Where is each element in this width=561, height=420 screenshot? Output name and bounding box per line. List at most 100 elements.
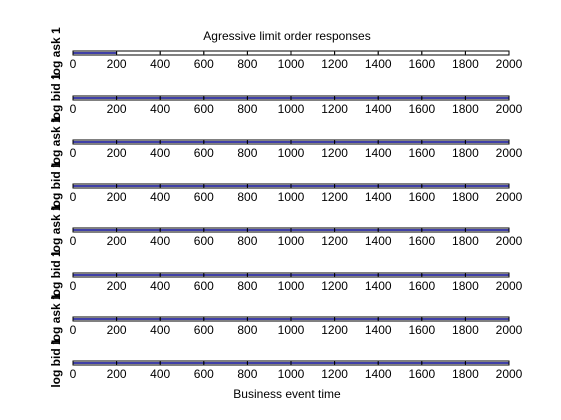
x-tick-label-6-9: 1800: [452, 279, 479, 293]
x-tick-label-4-4: 800: [237, 190, 257, 204]
x-tick-label-1-0: 0: [70, 57, 77, 71]
x-tick-label-2-9: 1800: [452, 102, 479, 116]
x-tick-label-2-2: 400: [150, 102, 170, 116]
x-tick-label-2-10: 2000: [496, 102, 523, 116]
x-tick-label-1-6: 1200: [321, 57, 348, 71]
x-axis-label: Business event time: [233, 387, 341, 401]
y-axis-label-7: log ask 1: [49, 293, 63, 345]
x-tick-label-7-7: 1400: [365, 323, 392, 337]
x-tick-label-3-0: 0: [70, 146, 77, 160]
x-tick-label-3-9: 1800: [452, 146, 479, 160]
x-tick-label-5-9: 1800: [452, 234, 479, 248]
x-tick-label-3-6: 1200: [321, 146, 348, 160]
y-axis-label-5: log ask 1: [49, 204, 63, 256]
x-tick-label-4-2: 400: [150, 190, 170, 204]
x-tick-label-7-6: 1200: [321, 323, 348, 337]
x-tick-label-1-10: 2000: [496, 57, 523, 71]
x-tick-label-8-4: 800: [237, 367, 257, 381]
panel-8: 0 200 400 600 800 1000 1200 1400 1600 1800 2000 log…: [49, 338, 523, 388]
x-tick-label-2-1: 200: [107, 102, 127, 116]
x-tick-label-5-10: 2000: [496, 234, 523, 248]
x-tick-label-6-6: 1200: [321, 279, 348, 293]
x-tick-label-8-9: 1800: [452, 367, 479, 381]
x-tick-label-3-4: 800: [237, 146, 257, 160]
panels: 0 200 400 600 800 1000 1200 1400 1600 1800 2000log…: [49, 27, 523, 388]
x-tick-label-7-4: 800: [237, 323, 257, 337]
x-tick-label-4-3: 600: [194, 190, 214, 204]
x-tick-label-4-8: 1600: [408, 190, 435, 204]
x-tick-label-8-5: 1000: [278, 367, 305, 381]
x-tick-label-4-1: 200: [107, 190, 127, 204]
x-tick-label-2-4: 800: [237, 102, 257, 116]
x-tick-label-5-2: 400: [150, 234, 170, 248]
chart-title: Agressive limit order responses: [203, 29, 370, 43]
x-tick-label-8-10: 2000: [496, 367, 523, 381]
x-tick-label-2-0: 0: [70, 102, 77, 116]
x-tick-label-7-8: 1600: [408, 323, 435, 337]
panel-6: 0 200 400 600 800 1000 1200 1400 1600 1800 2000 log…: [49, 250, 523, 300]
x-tick-label-1-5: 1000: [278, 57, 305, 71]
x-tick-label-7-10: 2000: [496, 323, 523, 337]
x-tick-label-4-9: 1800: [452, 190, 479, 204]
x-tick-label-5-0: 0: [70, 234, 77, 248]
x-tick-label-7-2: 400: [150, 323, 170, 337]
x-tick-label-7-5: 1000: [278, 323, 305, 337]
y-axis-label-3: log ask 1: [49, 116, 63, 168]
x-tick-label-3-7: 1400: [365, 146, 392, 160]
x-tick-label-6-3: 600: [194, 279, 214, 293]
x-tick-label-2-3: 600: [194, 102, 214, 116]
x-tick-label-8-3: 600: [194, 367, 214, 381]
x-tick-label-6-0: 0: [70, 279, 77, 293]
y-axis-label-4: log bid 1: [49, 161, 63, 211]
x-tick-label-3-3: 600: [194, 146, 214, 160]
x-tick-label-1-7: 1400: [365, 57, 392, 71]
x-tick-label-4-5: 1000: [278, 190, 305, 204]
y-axis-label-6: log bid 1: [49, 250, 63, 300]
x-tick-label-6-2: 400: [150, 279, 170, 293]
x-tick-label-5-5: 1000: [278, 234, 305, 248]
x-tick-label-2-5: 1000: [278, 102, 305, 116]
x-tick-label-2-8: 1600: [408, 102, 435, 116]
x-tick-label-1-4: 800: [237, 57, 257, 71]
x-tick-label-3-2: 400: [150, 146, 170, 160]
x-tick-label-1-8: 1600: [408, 57, 435, 71]
x-tick-label-6-7: 1400: [365, 279, 392, 293]
panel-4: 0 200 400 600 800 1000 1200 1400 1600 1800 2000 log…: [49, 161, 523, 211]
x-tick-label-5-3: 600: [194, 234, 214, 248]
x-tick-label-4-0: 0: [70, 190, 77, 204]
panel-1: 0 200 400 600 800 1000 1200 1400 1600 1800 2000 log…: [49, 27, 523, 79]
x-tick-label-1-2: 400: [150, 57, 170, 71]
x-tick-label-4-7: 1400: [365, 190, 392, 204]
y-axis-label-8: log bid 1: [49, 338, 63, 388]
x-tick-label-2-7: 1400: [365, 102, 392, 116]
x-tick-label-8-6: 1200: [321, 367, 348, 381]
x-tick-label-7-0: 0: [70, 323, 77, 337]
x-tick-label-3-10: 2000: [496, 146, 523, 160]
x-tick-label-1-3: 600: [194, 57, 214, 71]
y-axis-label-2: log bid 1: [49, 73, 63, 123]
x-tick-label-8-2: 400: [150, 367, 170, 381]
x-tick-label-8-0: 0: [70, 367, 77, 381]
y-axis-label-1: log ask 1: [49, 27, 63, 79]
x-tick-label-5-7: 1400: [365, 234, 392, 248]
x-tick-label-6-1: 200: [107, 279, 127, 293]
x-tick-label-1-1: 200: [107, 57, 127, 71]
x-tick-label-5-4: 800: [237, 234, 257, 248]
x-tick-label-6-10: 2000: [496, 279, 523, 293]
x-tick-label-3-8: 1600: [408, 146, 435, 160]
x-tick-label-3-5: 1000: [278, 146, 305, 160]
x-tick-label-5-1: 200: [107, 234, 127, 248]
x-tick-label-5-8: 1600: [408, 234, 435, 248]
x-tick-label-6-8: 1600: [408, 279, 435, 293]
x-tick-label-3-1: 200: [107, 146, 127, 160]
x-tick-label-8-1: 200: [107, 367, 127, 381]
panel-2: 0 200 400 600 800 1000 1200 1400 1600 1800 2000 log…: [49, 73, 523, 123]
panel-5: 0 200 400 600 800 1000 1200 1400 1600 1800 2000 log…: [49, 204, 523, 256]
x-tick-label-4-6: 1200: [321, 190, 348, 204]
x-tick-label-1-9: 1800: [452, 57, 479, 71]
x-tick-label-7-3: 600: [194, 323, 214, 337]
x-tick-label-8-7: 1400: [365, 367, 392, 381]
x-tick-label-6-4: 800: [237, 279, 257, 293]
x-tick-label-5-6: 1200: [321, 234, 348, 248]
